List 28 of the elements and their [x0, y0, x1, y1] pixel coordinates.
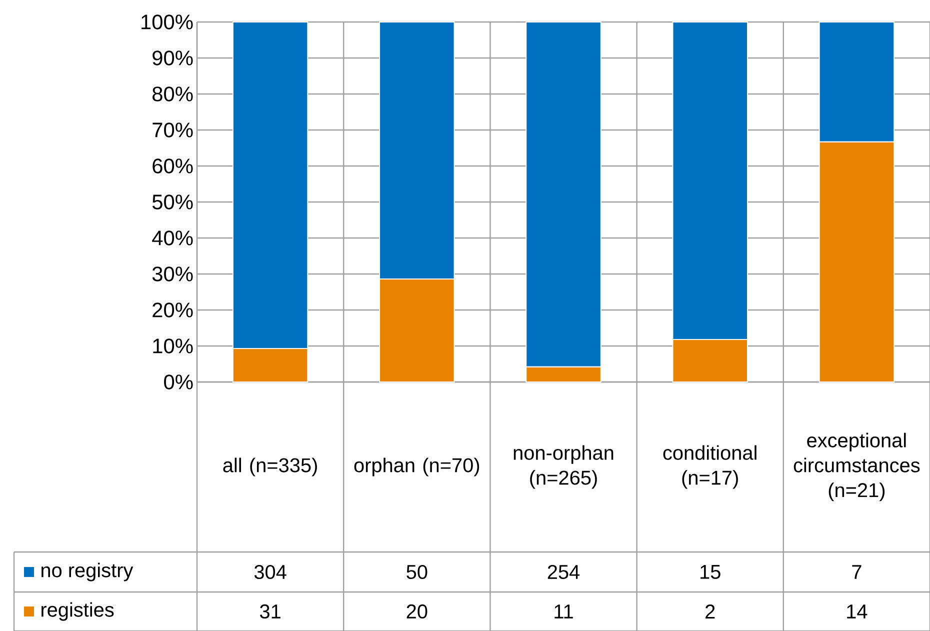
- text: 7: [852, 565, 862, 579]
- text: 11: [554, 604, 573, 618]
- y-tick-label: 30%: [152, 266, 193, 282]
- y-tick-label: 10%: [153, 338, 193, 354]
- text: 20: [406, 604, 428, 619]
- y-tick-label: 20%: [152, 302, 193, 318]
- y-tick-label: 100%: [142, 14, 193, 30]
- x-tick-label: exceptional circumstances (n=21): [794, 432, 920, 502]
- y-tick-label: 80%: [152, 86, 193, 102]
- x-tick-label: conditional (n=17): [663, 445, 756, 489]
- text: 2: [706, 604, 715, 618]
- text: 15: [700, 565, 720, 579]
- y-tick-label: 40%: [152, 230, 193, 246]
- x-tick-label: orphan (n=70): [354, 458, 480, 476]
- text: 31: [260, 604, 280, 619]
- text: 304: [254, 564, 286, 580]
- y-tick-label: 70%: [152, 122, 193, 138]
- text: 14: [847, 604, 868, 618]
- y-tick-label: 50%: [152, 194, 193, 210]
- x-tick-label: non-orphan (n=265): [514, 445, 614, 489]
- x-tick-label: all (n=335): [223, 458, 317, 476]
- text: 254: [548, 564, 580, 580]
- text: 50: [406, 564, 428, 580]
- legend-label: registies: [42, 602, 114, 621]
- y-tick-label: 60%: [152, 158, 193, 174]
- y-tick-label: 90%: [152, 50, 193, 66]
- legend-label: no registry: [42, 562, 134, 582]
- y-tick-label: 0%: [164, 374, 193, 390]
